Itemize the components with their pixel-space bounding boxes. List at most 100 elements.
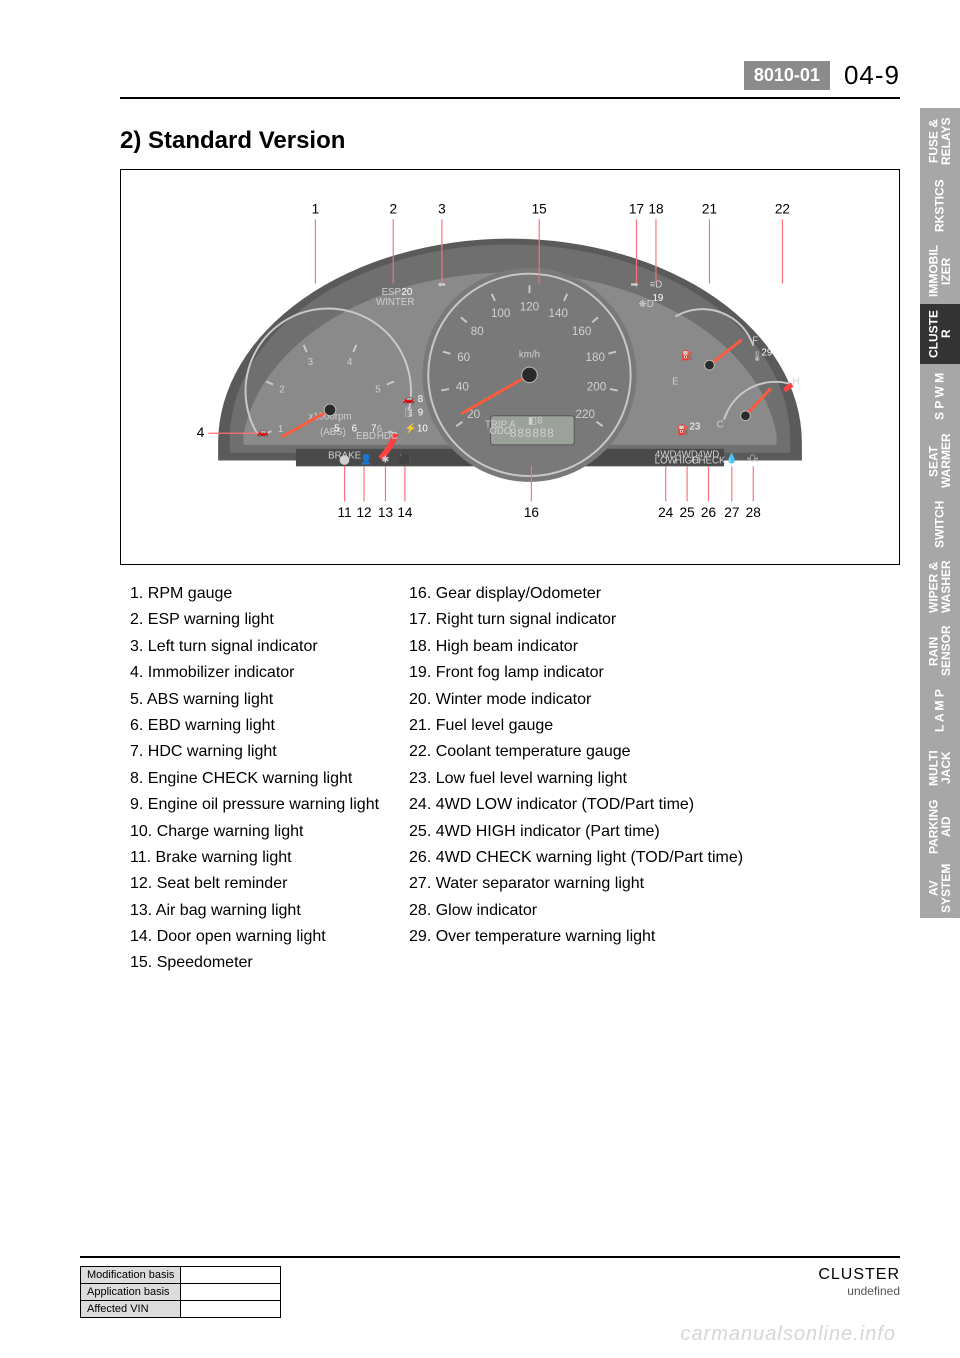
svg-text:F: F: [752, 336, 758, 347]
svg-text:E: E: [672, 377, 679, 388]
svg-text:25: 25: [680, 505, 695, 520]
section-code: 8010-01: [744, 61, 830, 90]
side-tab[interactable]: PARKING AID: [920, 796, 960, 858]
legend-item: 10. Charge warning light: [130, 819, 379, 845]
svg-text:2: 2: [389, 201, 397, 216]
svg-text:6: 6: [352, 423, 357, 434]
watermark: carmanualsonline.info: [680, 1323, 896, 1346]
legend-item: 1. RPM gauge: [130, 581, 379, 607]
footer-title: CLUSTER: [818, 1266, 900, 1284]
svg-text:12: 12: [356, 505, 371, 520]
side-tab[interactable]: SWITCH: [920, 494, 960, 554]
svg-text:H: H: [793, 377, 800, 388]
legend-item: 11. Brake warning light: [130, 845, 379, 871]
svg-text:220: 220: [576, 408, 596, 421]
legend-item: 12. Seat belt reminder: [130, 871, 379, 897]
cluster-diagram: 123456x1000rpm20406080100120140160180200…: [150, 190, 870, 550]
legend-item: 23. Low fuel level warning light: [409, 766, 743, 792]
side-tab[interactable]: RKSTICS: [920, 174, 960, 238]
legend-item: 28. Glow indicator: [409, 898, 743, 924]
legend-item: 19. Front fog lamp indicator: [409, 660, 743, 686]
mod-table-label: Application basis: [81, 1284, 181, 1301]
side-tab[interactable]: CLUSTE R: [920, 304, 960, 364]
svg-text:ꘐ: ꘐ: [747, 453, 760, 464]
legend-item: 3. Left turn signal indicator: [130, 634, 379, 660]
svg-text:9: 9: [418, 408, 423, 419]
svg-text:WINTER: WINTER: [376, 297, 414, 308]
svg-text:1: 1: [278, 424, 283, 435]
svg-text:10: 10: [417, 423, 428, 434]
svg-text:5: 5: [375, 384, 380, 395]
legend-item: 13. Air bag warning light: [130, 898, 379, 924]
svg-text:18: 18: [648, 201, 663, 216]
svg-text:29: 29: [761, 347, 772, 358]
legend-item: 18. High beam indicator: [409, 634, 743, 660]
svg-text:👤: 👤: [360, 453, 372, 465]
svg-text:60: 60: [457, 351, 470, 364]
svg-text:140: 140: [549, 307, 569, 320]
svg-text:5: 5: [334, 423, 339, 434]
legend-item: 8. Engine CHECK warning light: [130, 766, 379, 792]
legend-item: 25. 4WD HIGH indicator (Part time): [409, 819, 743, 845]
svg-text:C: C: [717, 419, 724, 430]
side-tab[interactable]: AV SYSTEM: [920, 858, 960, 918]
svg-text:17: 17: [629, 201, 644, 216]
svg-text:⛽: ⛽: [677, 424, 689, 436]
svg-text:(ABS): (ABS): [320, 427, 346, 438]
mod-table-value: [181, 1284, 281, 1301]
svg-text:120: 120: [520, 301, 540, 314]
svg-text:19: 19: [652, 293, 663, 304]
legend-item: 7. HDC warning light: [130, 739, 379, 765]
legend-item: 27. Water separator warning light: [409, 871, 743, 897]
svg-text:✱: ✱: [381, 454, 389, 465]
svg-text:11: 11: [338, 505, 352, 520]
mod-table-value: [181, 1267, 281, 1284]
legend-item: 4. Immobilizer indicator: [130, 660, 379, 686]
legend-item: 15. Speedometer: [130, 950, 379, 976]
svg-text:80: 80: [471, 325, 484, 338]
svg-text:180: 180: [586, 351, 606, 364]
svg-text:◧8: ◧8: [528, 416, 543, 427]
legend-item: 22. Coolant temperature gauge: [409, 739, 743, 765]
legend-item: 20. Winter mode indicator: [409, 687, 743, 713]
svg-text:1: 1: [312, 201, 320, 216]
svg-text:24: 24: [658, 505, 674, 520]
legend-right-column: 16. Gear display/Odometer 17. Right turn…: [409, 581, 743, 977]
side-tab[interactable]: MULTI JACK: [920, 740, 960, 796]
svg-text:⬛: ⬛: [399, 453, 411, 465]
legend: 1. RPM gauge 2. ESP warning light 3. Lef…: [130, 581, 900, 977]
svg-text:km/h: km/h: [519, 349, 540, 360]
svg-text:21: 21: [702, 201, 717, 216]
svg-text:15: 15: [532, 201, 547, 216]
svg-text:💧: 💧: [726, 452, 738, 464]
legend-item: 5. ABS warning light: [130, 687, 379, 713]
svg-text:8: 8: [418, 394, 423, 405]
svg-text:20: 20: [401, 287, 412, 298]
mod-table-label: Affected VIN: [81, 1301, 181, 1318]
svg-text:28: 28: [746, 505, 761, 520]
svg-text:888888: 888888: [510, 427, 555, 440]
svg-text:3: 3: [438, 201, 446, 216]
svg-text:14: 14: [397, 505, 413, 520]
side-tab[interactable]: FUSE & RELAYS: [920, 108, 960, 174]
page-footer: Modification basisApplication basisAffec…: [80, 1256, 900, 1318]
svg-text:26: 26: [701, 505, 716, 520]
svg-text:23: 23: [689, 421, 700, 432]
side-tab[interactable]: IMMOBIL IZER: [920, 238, 960, 304]
page-number: 04-9: [844, 60, 900, 91]
legend-item: 6. EBD warning light: [130, 713, 379, 739]
footer-subtitle: undefined: [818, 1284, 900, 1298]
side-tab[interactable]: WIPER & WASHER: [920, 554, 960, 620]
mod-table-value: [181, 1301, 281, 1318]
side-tab[interactable]: SEAT WARMER: [920, 428, 960, 494]
side-tab[interactable]: RAIN SENSOR: [920, 620, 960, 682]
side-tab[interactable]: L A M P: [920, 682, 960, 740]
svg-text:7: 7: [371, 423, 376, 434]
svg-text:200: 200: [587, 381, 607, 394]
legend-item: 2. ESP warning light: [130, 607, 379, 633]
svg-text:⛽: ⛽: [681, 349, 693, 361]
svg-text:4: 4: [347, 357, 353, 368]
side-tab[interactable]: S P W M: [920, 364, 960, 428]
svg-text:HDC: HDC: [377, 431, 398, 442]
legend-item: 17. Right turn signal indicator: [409, 607, 743, 633]
